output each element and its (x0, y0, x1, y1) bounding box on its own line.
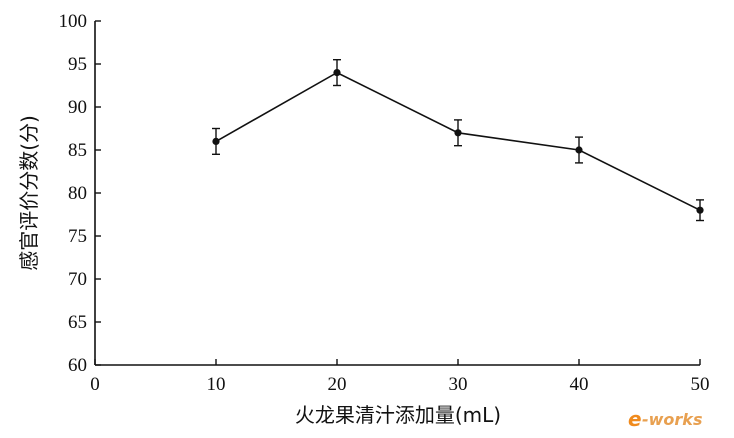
x-tick-label: 0 (90, 374, 100, 395)
y-tick-label: 85 (68, 140, 87, 161)
y-tick-label: 65 (68, 312, 87, 333)
y-tick-label: 70 (68, 269, 87, 290)
y-axis-title: 感官评价分数(分) (17, 115, 41, 271)
data-point (212, 137, 220, 145)
x-tick-label: 30 (449, 374, 468, 395)
x-ticks: 0 10 20 30 40 50 (90, 359, 710, 395)
x-tick-label: 40 (570, 374, 589, 395)
data-series (212, 59, 704, 222)
logo-prefix: e (628, 407, 642, 431)
y-tick-label: 75 (68, 226, 87, 247)
data-point (575, 146, 583, 154)
y-ticks: 60 65 70 75 80 85 90 95 100 (59, 11, 101, 376)
axes (94, 21, 700, 366)
eworks-logo: e -works (628, 407, 702, 431)
data-point (696, 206, 704, 214)
y-tick-label: 80 (68, 183, 87, 204)
y-tick-label: 60 (68, 355, 87, 376)
x-tick-label: 50 (691, 374, 710, 395)
y-tick-label: 90 (68, 97, 87, 118)
x-tick-label: 20 (328, 374, 347, 395)
y-tick-label: 95 (68, 54, 87, 75)
data-point (454, 129, 462, 137)
data-point (333, 69, 341, 77)
x-tick-label: 10 (207, 374, 226, 395)
x-axis-title: 火龙果清汁添加量(mL) (295, 403, 501, 427)
logo-suffix: -works (642, 410, 702, 429)
y-tick-label: 100 (59, 11, 88, 32)
